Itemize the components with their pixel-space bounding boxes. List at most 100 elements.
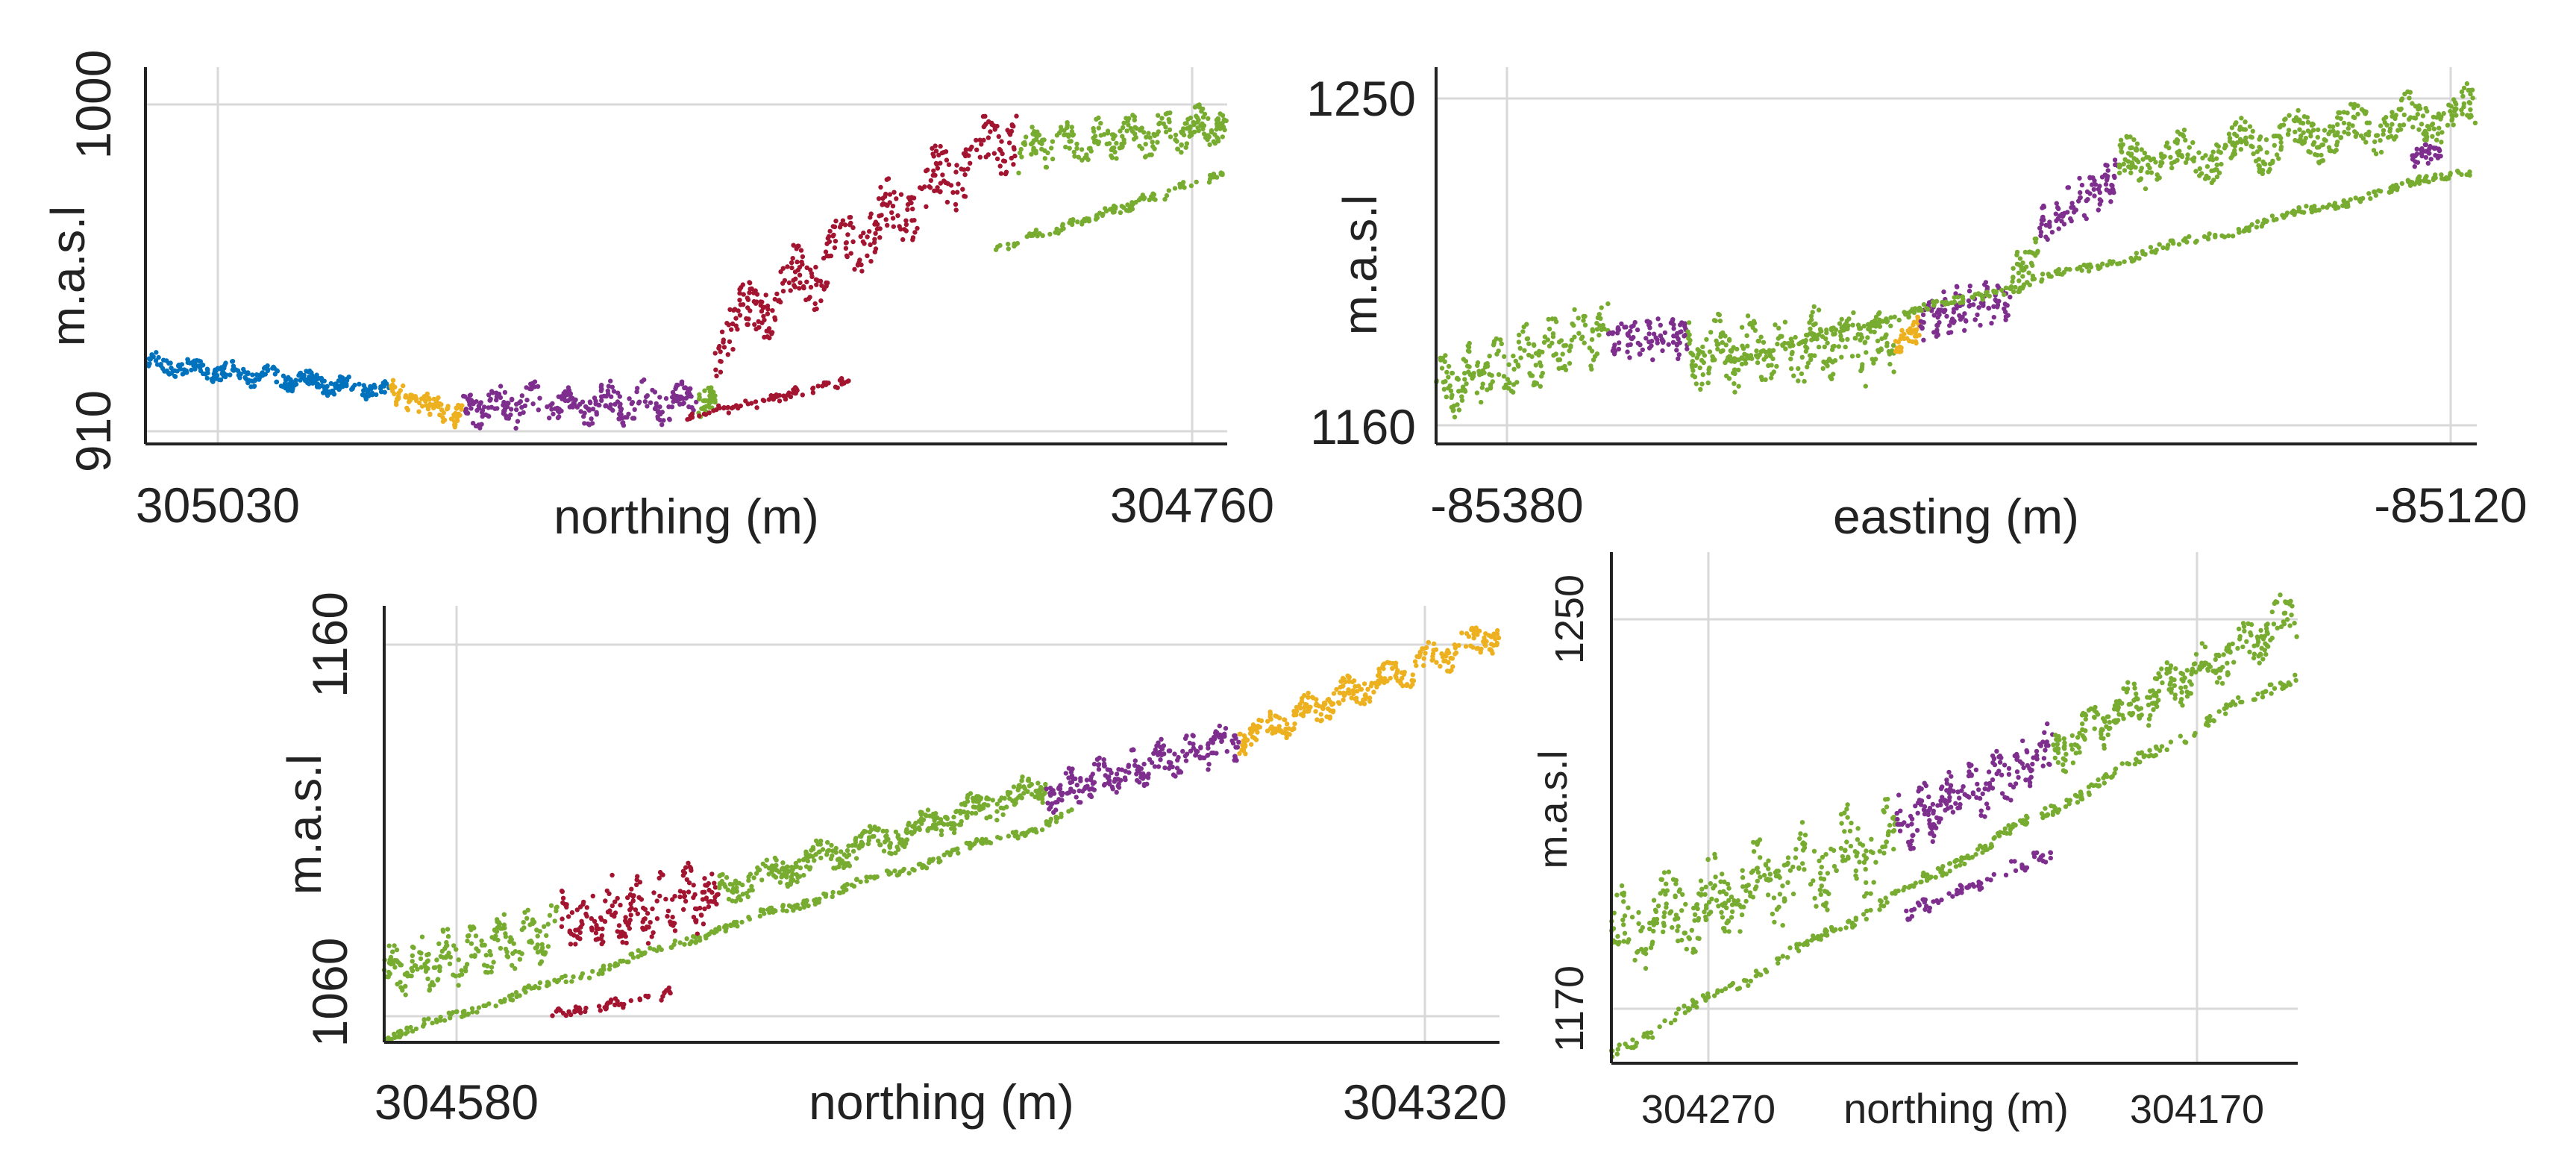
- data-point: [552, 918, 557, 924]
- data-point: [843, 240, 849, 245]
- data-point: [2175, 129, 2181, 134]
- data-point: [1280, 730, 1286, 735]
- data-point: [757, 913, 762, 919]
- data-point: [2284, 213, 2289, 218]
- data-point: [718, 369, 724, 375]
- data-point: [1742, 351, 1747, 357]
- data-point: [1252, 736, 1258, 741]
- data-point: [2257, 134, 2263, 140]
- data-point: [1954, 305, 1959, 311]
- data-point: [1450, 408, 1456, 413]
- data-point: [772, 315, 777, 320]
- data-point: [1159, 116, 1165, 121]
- data-point: [1111, 132, 1116, 137]
- data-point: [999, 795, 1004, 801]
- data-point: [286, 376, 292, 381]
- data-point: [1450, 664, 1455, 669]
- data-point: [1069, 129, 1075, 134]
- data-point: [749, 401, 754, 406]
- data-point: [1582, 322, 1588, 328]
- data-point: [1168, 763, 1173, 769]
- data-point: [1480, 381, 1485, 386]
- data-point: [2273, 134, 2278, 139]
- data-point: [521, 920, 526, 925]
- data-point: [724, 321, 730, 326]
- data-point: [1191, 119, 1196, 125]
- data-point: [601, 963, 607, 968]
- data-point: [1467, 348, 1472, 354]
- data-point: [2190, 140, 2196, 145]
- data-point: [392, 958, 397, 963]
- data-point: [713, 367, 718, 372]
- data-point: [1098, 121, 1103, 126]
- data-point: [764, 857, 770, 863]
- data-point: [1197, 754, 1203, 760]
- data-point: [842, 222, 848, 228]
- data-point: [746, 877, 751, 883]
- data-point: [2199, 171, 2204, 176]
- data-point: [1153, 747, 1159, 753]
- data-point: [2079, 182, 2085, 188]
- data-point: [1635, 327, 1640, 333]
- data-point: [1168, 760, 1173, 766]
- data-point: [1505, 377, 1511, 382]
- data-point: [403, 393, 409, 398]
- data-point: [701, 398, 706, 404]
- data-point: [1250, 729, 1255, 735]
- scatter-points: [1434, 81, 2478, 420]
- data-point: [1071, 149, 1077, 155]
- data-point: [169, 371, 174, 376]
- data-point: [721, 345, 727, 350]
- data-point: [1376, 678, 1381, 683]
- data-point: [1599, 305, 1604, 310]
- data-point: [900, 237, 906, 242]
- data-point: [1191, 129, 1197, 134]
- data-point: [2017, 256, 2023, 261]
- data-point: [1460, 384, 1466, 389]
- data-point: [1690, 352, 1696, 357]
- data-point: [2229, 125, 2235, 131]
- data-point: [2193, 169, 2199, 174]
- data-point: [1361, 681, 1367, 686]
- data-point: [2373, 151, 2379, 157]
- y-tick-label: 1000: [66, 50, 121, 160]
- data-point: [2131, 137, 2137, 143]
- data-point: [736, 880, 742, 886]
- data-point: [584, 905, 589, 910]
- data-point: [954, 163, 959, 168]
- data-point: [2305, 119, 2311, 125]
- data-point: [682, 942, 687, 947]
- data-point: [1474, 390, 1480, 395]
- data-point: [725, 887, 730, 892]
- data-point: [891, 190, 897, 195]
- data-point: [978, 796, 983, 802]
- data-point: [1390, 660, 1396, 666]
- data-point: [1880, 319, 1886, 324]
- data-point: [632, 407, 637, 413]
- data-point: [868, 242, 873, 248]
- data-point: [1119, 767, 1125, 772]
- data-point: [681, 890, 686, 895]
- data-point: [1658, 333, 1664, 339]
- data-point: [2291, 208, 2296, 213]
- data-point: [451, 943, 457, 948]
- data-point: [1424, 645, 1429, 651]
- data-point: [850, 848, 856, 854]
- data-point: [2419, 147, 2424, 152]
- data-point: [858, 879, 863, 885]
- data-point: [1661, 870, 1667, 875]
- data-point: [2348, 101, 2354, 107]
- data-point: [210, 376, 215, 381]
- data-point: [336, 386, 342, 392]
- data-point: [958, 822, 964, 827]
- data-point: [2308, 134, 2313, 139]
- data-point: [935, 166, 941, 171]
- data-point: [2335, 115, 2340, 120]
- scatter-points: [1608, 592, 2299, 1059]
- data-point: [724, 874, 730, 880]
- data-point: [1796, 366, 1801, 372]
- data-point: [1353, 683, 1358, 689]
- data-point: [762, 317, 767, 323]
- data-point: [2372, 139, 2378, 145]
- data-point: [1050, 156, 1056, 162]
